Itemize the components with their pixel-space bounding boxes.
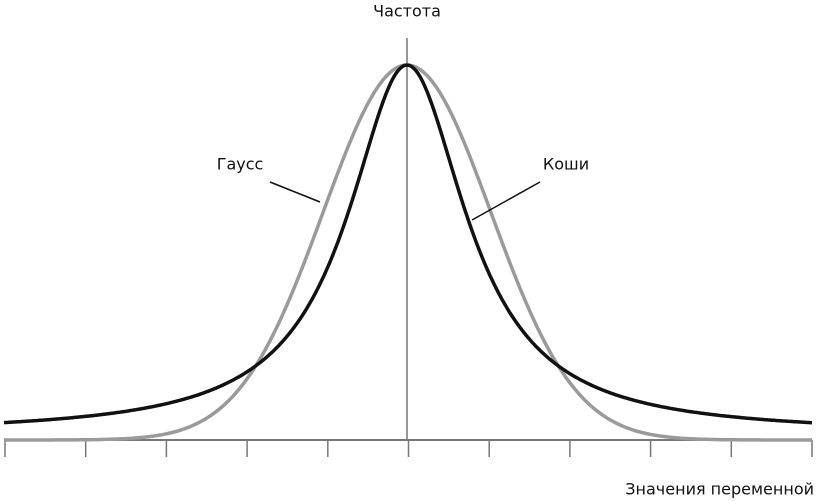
cauchy-label: Коши: [543, 155, 589, 174]
gauss-curve: [4, 63, 812, 442]
cauchy-leader: [471, 181, 541, 221]
gauss-leader: [269, 181, 321, 203]
x-ticks: [4, 440, 813, 457]
x-axis-label: Значения переменной: [625, 480, 814, 499]
y-axis-label: Частота: [373, 2, 441, 21]
cauchy-curve: [3, 63, 813, 425]
gauss-label: Гаусс: [217, 155, 264, 174]
